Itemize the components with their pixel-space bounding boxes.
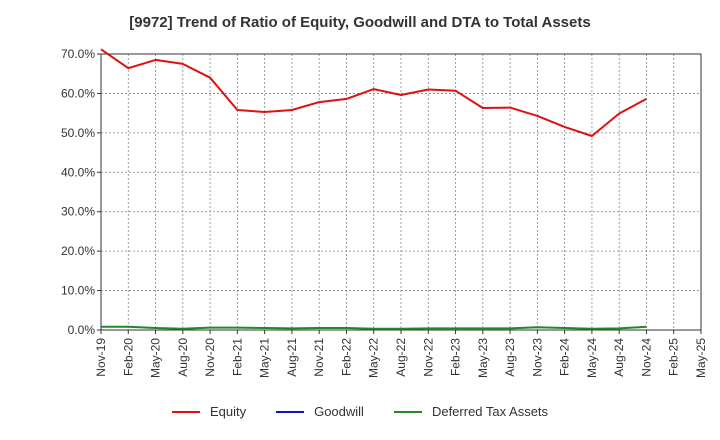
x-tick-label: Feb-24 — [558, 338, 572, 376]
x-tick-label: Nov-23 — [530, 338, 544, 377]
axis-layer — [97, 53, 702, 334]
legend-item-equity: Equity — [171, 404, 247, 419]
series-line-equity — [100, 48, 647, 137]
y-tick-label: 20.0% — [61, 244, 95, 258]
x-tick-label: Aug-22 — [394, 338, 408, 377]
x-tick-label: Nov-20 — [203, 338, 217, 377]
x-tick-label: Nov-21 — [312, 338, 326, 377]
legend-label-equity: Equity — [209, 404, 247, 419]
y-tick-label: 50.0% — [61, 126, 95, 140]
x-tick-label: Aug-20 — [176, 338, 190, 377]
x-tick-label: Aug-24 — [612, 338, 626, 377]
legend-swatch-dta — [393, 410, 422, 413]
plot-frame — [100, 53, 702, 331]
x-tick-label: Feb-23 — [449, 338, 463, 376]
x-tick-label: May-24 — [585, 338, 599, 378]
y-tick-label: 60.0% — [61, 86, 95, 100]
legend: Equity Goodwill Deferred Tax Assets — [0, 404, 720, 419]
y-tick-label: 10.0% — [61, 284, 95, 298]
legend-swatch-equity — [171, 410, 200, 413]
series-line-deferred-tax-assets — [101, 325, 647, 330]
x-tick-label: Nov-24 — [639, 338, 653, 377]
legend-item-goodwill: Goodwill — [276, 404, 364, 419]
x-tick-label: May-20 — [149, 338, 163, 378]
x-tick-label: Nov-22 — [421, 338, 435, 377]
chart-title: [9972] Trend of Ratio of Equity, Goodwil… — [129, 14, 591, 31]
x-tick-label: Feb-20 — [121, 338, 135, 376]
x-tick-label: Aug-23 — [503, 338, 517, 377]
label-layer: 0.0% 10.0% 20.0% 30.0% 40.0% 50.0% 60.0% 70.0% N… — [61, 47, 708, 378]
x-tick-label: Feb-22 — [339, 338, 353, 376]
legend-item-dta: Deferred Tax Assets — [393, 404, 549, 419]
grid-layer — [101, 53, 701, 330]
series-layer — [100, 48, 647, 330]
x-tick-label: Feb-25 — [667, 338, 681, 376]
x-tick-label: Aug-21 — [285, 338, 299, 377]
x-tick-label: May-22 — [367, 338, 381, 378]
y-tick-label: 30.0% — [61, 205, 95, 219]
y-tick-label: 0.0% — [68, 323, 96, 337]
y-tick-label: 40.0% — [61, 165, 95, 179]
x-tick-label: May-25 — [694, 338, 708, 378]
legend-label-goodwill: Goodwill — [314, 404, 364, 419]
legend-label-dta: Deferred Tax Assets — [431, 404, 549, 419]
x-tick-label: May-21 — [258, 338, 272, 378]
y-tick-label: 70.0% — [61, 47, 95, 61]
legend-swatch-goodwill — [276, 410, 305, 413]
x-tick-label: May-23 — [476, 338, 490, 378]
x-tick-label: Feb-21 — [230, 338, 244, 376]
x-tick-label: Nov-19 — [94, 338, 108, 377]
